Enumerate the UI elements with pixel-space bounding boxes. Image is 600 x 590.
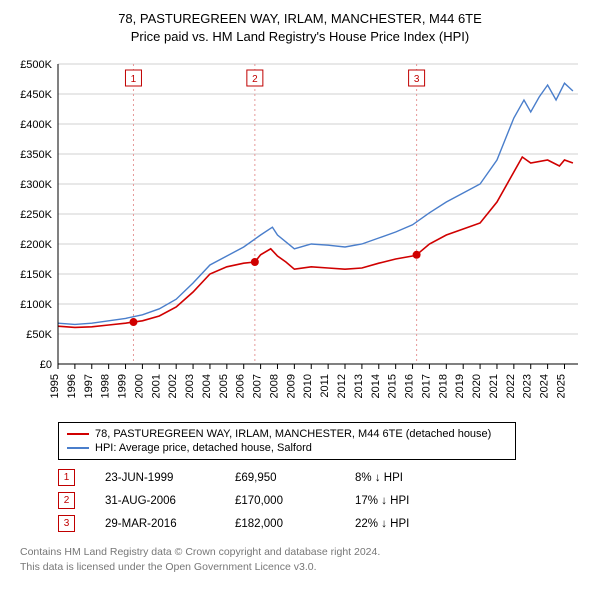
- sale-delta-1: 8% ↓ HPI: [355, 472, 403, 484]
- sale-date-1: 23-JUN-1999: [105, 472, 205, 484]
- sale-delta-3: 22% ↓ HPI: [355, 518, 409, 530]
- svg-text:£250K: £250K: [20, 209, 52, 221]
- svg-text:2023: 2023: [522, 374, 534, 398]
- svg-text:2021: 2021: [488, 374, 500, 398]
- svg-text:2020: 2020: [471, 374, 483, 398]
- svg-text:2001: 2001: [150, 374, 162, 398]
- chart-area: £0 £50K £100K £150K £200K £250K £300K £350K £400…: [10, 54, 590, 414]
- svg-text:1998: 1998: [100, 374, 112, 398]
- svg-text:2007: 2007: [252, 374, 264, 398]
- legend: 78, PASTUREGREEN WAY, IRLAM, MANCHESTER,…: [58, 422, 516, 460]
- svg-text:2002: 2002: [167, 374, 179, 398]
- svg-text:£400K: £400K: [20, 119, 52, 131]
- svg-text:2018: 2018: [437, 374, 449, 398]
- svg-text:£350K: £350K: [20, 149, 52, 161]
- svg-text:1997: 1997: [83, 374, 95, 398]
- svg-text:2025: 2025: [555, 374, 567, 398]
- svg-text:1: 1: [131, 74, 137, 85]
- svg-text:£200K: £200K: [20, 239, 52, 251]
- sales-table: 1 23-JUN-1999 £69,950 8% ↓ HPI 2 31-AUG-…: [58, 466, 590, 535]
- legend-label-property: 78, PASTUREGREEN WAY, IRLAM, MANCHESTER,…: [95, 428, 491, 440]
- svg-text:£0: £0: [40, 359, 52, 371]
- svg-text:2017: 2017: [420, 374, 432, 398]
- svg-text:2006: 2006: [235, 374, 247, 398]
- svg-text:2022: 2022: [505, 374, 517, 398]
- svg-text:£300K: £300K: [20, 179, 52, 191]
- svg-text:2014: 2014: [370, 374, 382, 398]
- svg-text:2012: 2012: [336, 374, 348, 398]
- svg-text:2016: 2016: [404, 374, 416, 398]
- svg-text:2003: 2003: [184, 374, 196, 398]
- sale-row-2: 2 31-AUG-2006 £170,000 17% ↓ HPI: [58, 489, 590, 512]
- svg-text:£500K: £500K: [20, 59, 52, 71]
- chart-title-block: 78, PASTUREGREEN WAY, IRLAM, MANCHESTER,…: [10, 10, 590, 46]
- svg-text:2015: 2015: [387, 374, 399, 398]
- svg-text:1995: 1995: [49, 374, 61, 398]
- svg-text:3: 3: [414, 74, 420, 85]
- svg-text:2011: 2011: [319, 374, 331, 398]
- svg-text:2010: 2010: [302, 374, 314, 398]
- svg-text:£150K: £150K: [20, 269, 52, 281]
- svg-text:2004: 2004: [201, 374, 213, 398]
- legend-swatch-hpi: [67, 447, 89, 449]
- sale-price-2: £170,000: [235, 495, 325, 507]
- legend-item-hpi: HPI: Average price, detached house, Salf…: [67, 441, 507, 455]
- svg-text:2019: 2019: [454, 374, 466, 398]
- sale-marker-2: 2: [58, 492, 75, 509]
- legend-item-property: 78, PASTUREGREEN WAY, IRLAM, MANCHESTER,…: [67, 427, 507, 441]
- footer-line-2: This data is licensed under the Open Gov…: [20, 560, 590, 574]
- sale-row-3: 3 29-MAR-2016 £182,000 22% ↓ HPI: [58, 512, 590, 535]
- sale-date-3: 29-MAR-2016: [105, 518, 205, 530]
- svg-text:£100K: £100K: [20, 299, 52, 311]
- svg-text:2005: 2005: [218, 374, 230, 398]
- svg-text:£50K: £50K: [26, 329, 52, 341]
- legend-label-hpi: HPI: Average price, detached house, Salf…: [95, 442, 312, 454]
- svg-text:2008: 2008: [268, 374, 280, 398]
- sale-date-2: 31-AUG-2006: [105, 495, 205, 507]
- sale-delta-2: 17% ↓ HPI: [355, 495, 409, 507]
- title-line-2: Price paid vs. HM Land Registry's House …: [10, 28, 590, 46]
- sale-marker-3: 3: [58, 515, 75, 532]
- line-chart: £0 £50K £100K £150K £200K £250K £300K £350K £400…: [10, 54, 590, 414]
- legend-swatch-property: [67, 433, 89, 435]
- svg-text:2009: 2009: [285, 374, 297, 398]
- svg-text:2024: 2024: [539, 374, 551, 398]
- sale-price-1: £69,950: [235, 472, 325, 484]
- footer-line-1: Contains HM Land Registry data © Crown c…: [20, 545, 590, 559]
- sale-marker-1: 1: [58, 469, 75, 486]
- svg-text:1999: 1999: [117, 374, 129, 398]
- svg-text:2000: 2000: [133, 374, 145, 398]
- sale-row-1: 1 23-JUN-1999 £69,950 8% ↓ HPI: [58, 466, 590, 489]
- title-line-1: 78, PASTUREGREEN WAY, IRLAM, MANCHESTER,…: [10, 10, 590, 28]
- sale-price-3: £182,000: [235, 518, 325, 530]
- svg-text:1996: 1996: [66, 374, 78, 398]
- svg-text:2013: 2013: [353, 374, 365, 398]
- svg-text:£450K: £450K: [20, 89, 52, 101]
- footer: Contains HM Land Registry data © Crown c…: [20, 545, 590, 573]
- svg-text:2: 2: [252, 74, 258, 85]
